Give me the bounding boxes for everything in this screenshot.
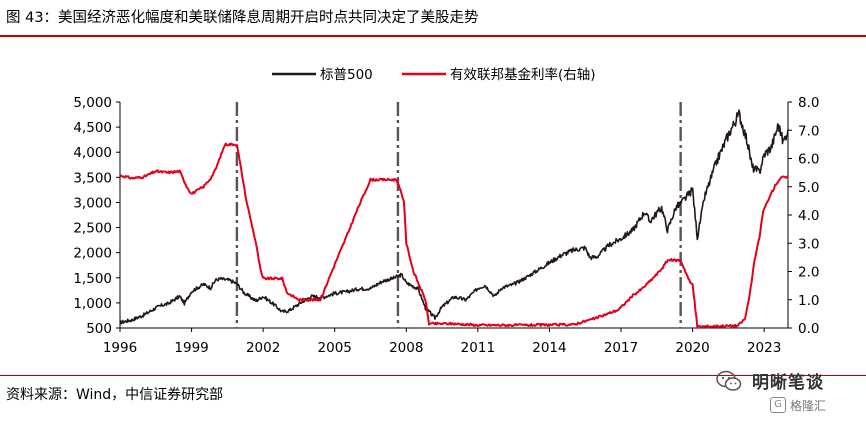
series-group (119, 109, 789, 329)
source-note: 资料来源：Wind，中信证券研究部 (6, 387, 224, 403)
left-tick-label: 4,500 (73, 120, 112, 136)
gelonghui-logo-icon: G (770, 397, 786, 413)
x-tick-label: 2020 (675, 340, 709, 356)
title-rule (0, 35, 866, 37)
x-tick-label: 1999 (174, 340, 208, 356)
right-tick-label: 5.0 (798, 180, 819, 196)
legend-label: 标普500 (320, 67, 373, 83)
right-tick-label: 0.0 (798, 321, 819, 337)
x-tick-label: 2014 (532, 340, 566, 356)
sp500-line (119, 109, 789, 325)
legend-label: 有效联邦基金利率(右轴) (450, 66, 596, 83)
sp500-fedfunds-chart: 5,000 4,500 4,000 3,500 3,000 2,500 2,000 1,500… (73, 66, 819, 356)
figure-title: 图 43：美国经济恶化幅度和美联储降息周期开启时点共同决定了美股走势 (6, 10, 479, 26)
left-tick-label: 4,000 (73, 145, 112, 161)
left-tick-label: 500 (86, 321, 112, 337)
x-tick-label: 2008 (389, 340, 423, 356)
x-tick-label: 2017 (604, 340, 638, 356)
vertical-markers-group (235, 102, 682, 328)
left-tick-label: 1,500 (73, 271, 112, 287)
right-tick-label: 7.0 (798, 123, 819, 139)
right-tick-label: 6.0 (798, 152, 819, 168)
fedfunds-line (119, 142, 789, 329)
x-tick-label: 2011 (461, 340, 495, 356)
right-tick-label: 8.0 (798, 95, 819, 111)
source-rule (0, 375, 866, 376)
axes-group: 5,000 4,500 4,000 3,500 3,000 2,500 2,000 1,500… (73, 95, 819, 356)
wechat-icon (716, 370, 742, 391)
left-tick-label: 2,500 (73, 221, 112, 237)
left-tick-label: 5,000 (73, 95, 112, 111)
right-tick-label: 4.0 (798, 208, 819, 224)
right-tick-label: 3.0 (798, 236, 819, 252)
watermark-sub: 格隆汇 (790, 399, 827, 413)
watermark: 明晰笔谈 (752, 373, 824, 393)
x-tick-label: 2002 (246, 340, 280, 356)
left-tick-label: 1,000 (73, 296, 112, 312)
legend: 标普500 有效联邦基金利率(右轴) (272, 66, 596, 83)
x-tick-label: 2005 (318, 340, 352, 356)
left-tick-label: 3,000 (73, 195, 112, 211)
x-tick-label: 1996 (103, 340, 137, 356)
right-tick-label: 1.0 (798, 293, 819, 309)
x-tick-label: 2023 (747, 340, 781, 356)
right-tick-label: 2.0 (798, 265, 819, 281)
left-tick-label: 3,500 (73, 170, 112, 186)
left-tick-label: 2,000 (73, 246, 112, 262)
